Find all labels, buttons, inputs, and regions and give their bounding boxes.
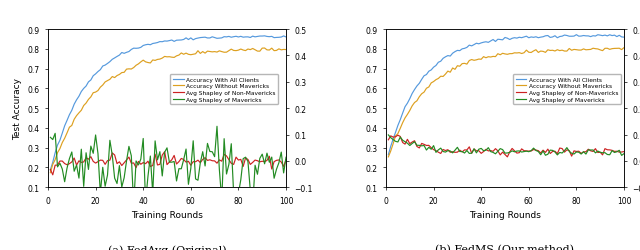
Avg Shapley of Mavericks bbox=[101, 185, 109, 188]
Avg Shapley of Non-Mavericks bbox=[504, 156, 511, 159]
Accuracy With All Clients bbox=[47, 169, 54, 172]
Accuracy With All Clients bbox=[266, 36, 273, 39]
Accuracy With All Clients bbox=[92, 73, 99, 76]
Accuracy Without Mavericks bbox=[282, 49, 290, 52]
Avg Shapley of Mavericks bbox=[385, 134, 392, 137]
Accuracy With All Clients bbox=[506, 39, 513, 42]
Avg Shapley of Mavericks bbox=[506, 151, 513, 154]
Avg Shapley of Non-Mavericks bbox=[511, 150, 518, 153]
Accuracy Without Mavericks bbox=[273, 50, 280, 53]
Avg Shapley of Non-Mavericks bbox=[161, 150, 168, 154]
Avg Shapley of Non-Mavericks bbox=[104, 160, 111, 162]
Avg Shapley of Mavericks bbox=[213, 125, 221, 128]
Avg Shapley of Mavericks bbox=[525, 150, 532, 154]
Accuracy With All Clients bbox=[385, 154, 392, 156]
Avg Shapley of Mavericks bbox=[620, 152, 628, 156]
Accuracy With All Clients bbox=[525, 37, 532, 40]
Avg Shapley of Mavericks bbox=[275, 162, 283, 165]
Accuracy With All Clients bbox=[439, 58, 447, 60]
Avg Shapley of Non-Mavericks bbox=[49, 174, 56, 176]
Accuracy Without Mavericks bbox=[385, 156, 392, 159]
Avg Shapley of Non-Mavericks bbox=[432, 150, 440, 152]
Avg Shapley of Mavericks bbox=[439, 150, 447, 154]
Avg Shapley of Mavericks bbox=[608, 150, 616, 152]
Accuracy With All Clients bbox=[620, 36, 628, 40]
Accuracy Without Mavericks bbox=[620, 47, 628, 50]
Line: Avg Shapley of Non-Mavericks: Avg Shapley of Non-Mavericks bbox=[51, 152, 286, 175]
Accuracy Without Mavericks bbox=[525, 52, 532, 54]
Accuracy Without Mavericks bbox=[429, 81, 437, 84]
Legend: Accuracy With All Clients, Accuracy Without Mavericks, Avg Shapley of Non-Maveri: Accuracy With All Clients, Accuracy With… bbox=[513, 75, 621, 105]
Accuracy Without Mavericks bbox=[266, 49, 273, 52]
Avg Shapley of Non-Mavericks bbox=[442, 150, 449, 152]
Avg Shapley of Non-Mavericks bbox=[385, 139, 392, 142]
Accuracy With All Clients bbox=[282, 36, 290, 39]
Accuracy Without Mavericks bbox=[608, 48, 616, 51]
Avg Shapley of Mavericks bbox=[47, 136, 54, 139]
X-axis label: Training Rounds: Training Rounds bbox=[469, 210, 541, 219]
Avg Shapley of Non-Mavericks bbox=[606, 149, 614, 152]
Text: (a) FedAvg (Original): (a) FedAvg (Original) bbox=[108, 244, 227, 250]
Line: Accuracy Without Mavericks: Accuracy Without Mavericks bbox=[388, 48, 624, 157]
Avg Shapley of Non-Mavericks bbox=[268, 168, 276, 171]
Avg Shapley of Mavericks bbox=[92, 134, 99, 137]
Accuracy With All Clients bbox=[273, 37, 280, 40]
Legend: Accuracy With All Clients, Accuracy Without Mavericks, Avg Shapley of Non-Maveri: Accuracy With All Clients, Accuracy With… bbox=[170, 75, 278, 105]
Avg Shapley of Non-Mavericks bbox=[620, 150, 628, 154]
Avg Shapley of Mavericks bbox=[601, 152, 609, 154]
Avg Shapley of Non-Mavericks bbox=[613, 150, 621, 153]
Accuracy Without Mavericks bbox=[47, 172, 54, 174]
Line: Accuracy With All Clients: Accuracy With All Clients bbox=[388, 36, 624, 155]
Accuracy With All Clients bbox=[573, 34, 580, 37]
Avg Shapley of Mavericks bbox=[268, 156, 276, 159]
Accuracy With All Clients bbox=[260, 35, 268, 38]
Accuracy Without Mavericks bbox=[506, 53, 513, 56]
Accuracy Without Mavericks bbox=[187, 54, 195, 57]
Avg Shapley of Mavericks bbox=[249, 204, 257, 208]
Avg Shapley of Non-Mavericks bbox=[275, 159, 283, 162]
Avg Shapley of Mavericks bbox=[187, 167, 195, 170]
Avg Shapley of Non-Mavericks bbox=[94, 160, 102, 164]
Y-axis label: Test Accuracy: Test Accuracy bbox=[13, 78, 22, 140]
Avg Shapley of Mavericks bbox=[168, 161, 175, 164]
Avg Shapley of Mavericks bbox=[282, 156, 290, 159]
Avg Shapley of Non-Mavericks bbox=[530, 148, 538, 152]
Accuracy Without Mavericks bbox=[260, 47, 268, 50]
Accuracy With All Clients bbox=[611, 34, 618, 37]
Line: Avg Shapley of Non-Mavericks: Avg Shapley of Non-Mavericks bbox=[388, 136, 624, 157]
Avg Shapley of Non-Mavericks bbox=[282, 159, 290, 162]
Accuracy With All Clients bbox=[604, 35, 611, 38]
Avg Shapley of Mavericks bbox=[429, 144, 437, 148]
Accuracy Without Mavericks bbox=[101, 81, 109, 84]
Line: Avg Shapley of Mavericks: Avg Shapley of Mavericks bbox=[51, 127, 286, 206]
Accuracy With All Clients bbox=[101, 64, 109, 67]
Accuracy Without Mavericks bbox=[439, 76, 447, 79]
Avg Shapley of Non-Mavericks bbox=[173, 163, 180, 166]
Avg Shapley of Non-Mavericks bbox=[394, 134, 402, 137]
Avg Shapley of Non-Mavericks bbox=[47, 168, 54, 171]
Line: Avg Shapley of Mavericks: Avg Shapley of Mavericks bbox=[388, 135, 624, 156]
Accuracy Without Mavericks bbox=[601, 48, 609, 50]
Text: (b) FedMS (Our method): (b) FedMS (Our method) bbox=[435, 244, 575, 250]
X-axis label: Training Rounds: Training Rounds bbox=[131, 210, 203, 219]
Accuracy Without Mavericks bbox=[168, 56, 175, 59]
Line: Accuracy Without Mavericks: Accuracy Without Mavericks bbox=[51, 49, 286, 173]
Accuracy With All Clients bbox=[168, 39, 175, 42]
Avg Shapley of Non-Mavericks bbox=[192, 160, 200, 164]
Accuracy Without Mavericks bbox=[92, 91, 99, 94]
Line: Accuracy With All Clients: Accuracy With All Clients bbox=[51, 37, 286, 170]
Accuracy With All Clients bbox=[429, 66, 437, 70]
Avg Shapley of Mavericks bbox=[618, 154, 625, 157]
Accuracy With All Clients bbox=[187, 37, 195, 40]
